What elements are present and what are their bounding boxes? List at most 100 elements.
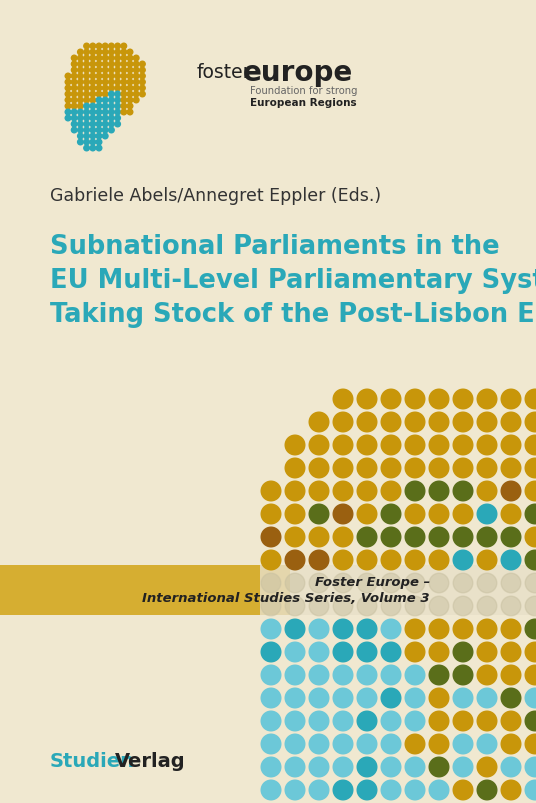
Ellipse shape bbox=[109, 50, 114, 55]
Ellipse shape bbox=[381, 413, 401, 432]
Ellipse shape bbox=[115, 104, 121, 110]
Ellipse shape bbox=[121, 44, 126, 50]
Ellipse shape bbox=[109, 44, 114, 50]
Ellipse shape bbox=[109, 110, 114, 116]
Ellipse shape bbox=[96, 110, 102, 116]
Ellipse shape bbox=[96, 128, 102, 133]
Ellipse shape bbox=[127, 104, 133, 110]
Text: International Studies Series, Volume 3: International Studies Series, Volume 3 bbox=[143, 592, 430, 605]
Ellipse shape bbox=[357, 642, 377, 662]
Ellipse shape bbox=[90, 56, 95, 62]
Bar bbox=[260, 565, 536, 615]
Ellipse shape bbox=[453, 573, 473, 593]
Ellipse shape bbox=[405, 413, 425, 432]
Ellipse shape bbox=[525, 781, 536, 800]
Ellipse shape bbox=[90, 134, 95, 140]
Ellipse shape bbox=[115, 68, 121, 74]
Ellipse shape bbox=[333, 573, 353, 593]
Ellipse shape bbox=[78, 140, 83, 145]
Ellipse shape bbox=[381, 711, 401, 731]
Text: Taking Stock of the Post-Lisbon Era: Taking Stock of the Post-Lisbon Era bbox=[50, 302, 536, 328]
Ellipse shape bbox=[405, 734, 425, 754]
Ellipse shape bbox=[109, 86, 114, 92]
Ellipse shape bbox=[121, 50, 126, 55]
Ellipse shape bbox=[121, 80, 126, 86]
Ellipse shape bbox=[84, 116, 90, 121]
Ellipse shape bbox=[477, 734, 497, 754]
Ellipse shape bbox=[501, 504, 521, 524]
Ellipse shape bbox=[477, 389, 497, 410]
Ellipse shape bbox=[127, 86, 133, 92]
Ellipse shape bbox=[109, 122, 114, 128]
Ellipse shape bbox=[309, 528, 329, 547]
Ellipse shape bbox=[90, 140, 95, 145]
Ellipse shape bbox=[96, 44, 102, 50]
Ellipse shape bbox=[261, 528, 281, 547]
Ellipse shape bbox=[96, 80, 102, 86]
Ellipse shape bbox=[96, 116, 102, 121]
Ellipse shape bbox=[477, 482, 497, 501]
Ellipse shape bbox=[285, 597, 305, 616]
Ellipse shape bbox=[525, 459, 536, 479]
Ellipse shape bbox=[285, 688, 305, 708]
Ellipse shape bbox=[84, 140, 90, 145]
Ellipse shape bbox=[90, 50, 95, 55]
Ellipse shape bbox=[381, 504, 401, 524]
Ellipse shape bbox=[357, 711, 377, 731]
Ellipse shape bbox=[261, 781, 281, 800]
Ellipse shape bbox=[102, 116, 108, 121]
Ellipse shape bbox=[453, 642, 473, 662]
Ellipse shape bbox=[357, 436, 377, 455]
Ellipse shape bbox=[90, 74, 95, 79]
Ellipse shape bbox=[333, 551, 353, 570]
Ellipse shape bbox=[357, 781, 377, 800]
Ellipse shape bbox=[133, 68, 139, 74]
Ellipse shape bbox=[71, 104, 77, 110]
Ellipse shape bbox=[285, 551, 305, 570]
Ellipse shape bbox=[84, 86, 90, 92]
Ellipse shape bbox=[84, 92, 90, 98]
Ellipse shape bbox=[96, 50, 102, 55]
Ellipse shape bbox=[139, 62, 145, 67]
Ellipse shape bbox=[96, 134, 102, 140]
Ellipse shape bbox=[285, 528, 305, 547]
Ellipse shape bbox=[405, 597, 425, 616]
Ellipse shape bbox=[525, 413, 536, 432]
Ellipse shape bbox=[333, 781, 353, 800]
Text: Studien: Studien bbox=[50, 752, 135, 771]
Ellipse shape bbox=[477, 504, 497, 524]
Ellipse shape bbox=[333, 688, 353, 708]
Ellipse shape bbox=[84, 44, 90, 50]
Ellipse shape bbox=[121, 104, 126, 110]
Ellipse shape bbox=[78, 104, 83, 110]
Ellipse shape bbox=[357, 573, 377, 593]
Ellipse shape bbox=[429, 482, 449, 501]
Ellipse shape bbox=[501, 413, 521, 432]
Ellipse shape bbox=[84, 104, 90, 110]
Ellipse shape bbox=[453, 528, 473, 547]
Ellipse shape bbox=[127, 50, 133, 55]
Ellipse shape bbox=[525, 482, 536, 501]
Ellipse shape bbox=[429, 597, 449, 616]
Ellipse shape bbox=[96, 122, 102, 128]
Ellipse shape bbox=[139, 68, 145, 74]
Ellipse shape bbox=[525, 573, 536, 593]
Ellipse shape bbox=[261, 711, 281, 731]
Ellipse shape bbox=[309, 642, 329, 662]
Ellipse shape bbox=[261, 504, 281, 524]
Ellipse shape bbox=[102, 86, 108, 92]
Ellipse shape bbox=[333, 528, 353, 547]
Ellipse shape bbox=[405, 666, 425, 685]
Ellipse shape bbox=[78, 68, 83, 74]
Ellipse shape bbox=[357, 597, 377, 616]
Ellipse shape bbox=[477, 642, 497, 662]
Ellipse shape bbox=[477, 597, 497, 616]
Ellipse shape bbox=[429, 619, 449, 639]
Ellipse shape bbox=[115, 116, 121, 121]
Ellipse shape bbox=[381, 666, 401, 685]
Ellipse shape bbox=[78, 116, 83, 121]
Ellipse shape bbox=[405, 528, 425, 547]
Text: Gabriele Abels/Annegret Eppler (Eds.): Gabriele Abels/Annegret Eppler (Eds.) bbox=[50, 187, 381, 205]
Ellipse shape bbox=[525, 528, 536, 547]
Ellipse shape bbox=[429, 436, 449, 455]
